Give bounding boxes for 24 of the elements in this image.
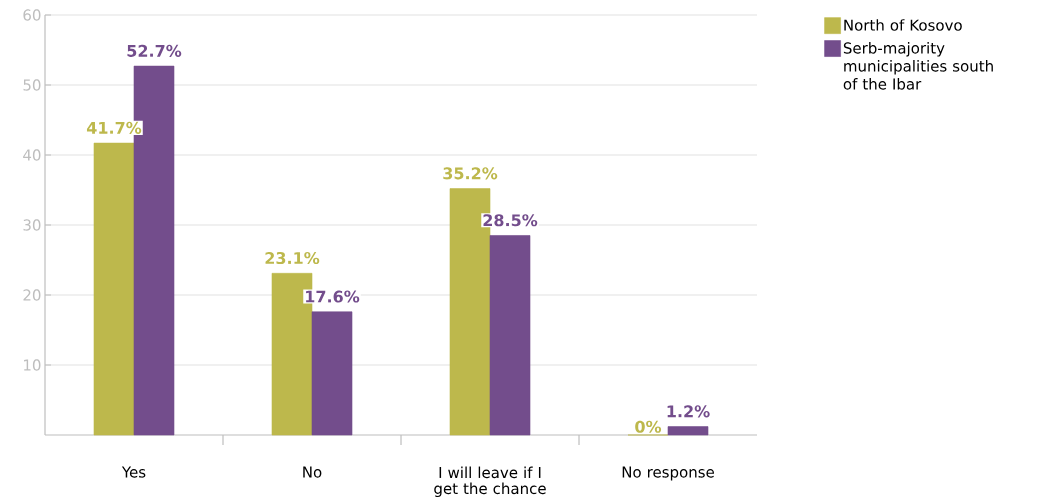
data-label: 52.7% <box>127 44 182 57</box>
data-label: 23.1% <box>265 252 320 265</box>
data-label: 1.2% <box>667 405 710 418</box>
y-tick-label: 20 <box>23 289 41 301</box>
bar <box>489 235 531 436</box>
y-tick-label: 10 <box>24 359 41 371</box>
y-tick-label: 60 <box>23 9 41 21</box>
x-tick-label: No <box>303 466 322 478</box>
x-tick-label: Yes <box>121 466 146 478</box>
data-label: 17.6% <box>306 290 360 303</box>
bar <box>311 311 353 436</box>
y-tick-label: 40 <box>23 149 41 161</box>
data-label: 41.7% <box>86 121 142 134</box>
y-tick-label: 30 <box>23 219 41 231</box>
legend-label: Serb-majority municipalities south of the Ibar <box>843 42 993 90</box>
x-tick-label: I will leave if I get the chance <box>434 466 546 498</box>
x-tick-label: No response <box>622 466 714 481</box>
y-tick-label: 50 <box>23 79 41 91</box>
data-label: 0% <box>635 420 662 433</box>
data-label: 35.2% <box>443 167 498 180</box>
bar <box>93 142 135 436</box>
bar <box>667 426 709 436</box>
legend-label: North of Kosovo <box>844 19 962 31</box>
data-label: 28.5% <box>483 214 538 227</box>
